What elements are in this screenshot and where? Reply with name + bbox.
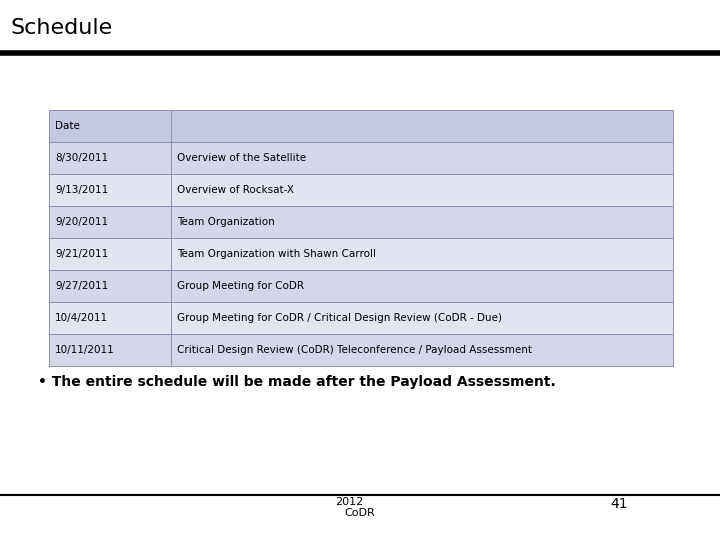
Bar: [49, 174, 171, 206]
Bar: [49, 334, 171, 366]
Text: 10/4/2011: 10/4/2011: [55, 313, 108, 323]
Bar: [49, 302, 171, 334]
Text: 2012: 2012: [335, 497, 364, 507]
Text: Overview of Rocksat-X: Overview of Rocksat-X: [176, 185, 294, 195]
Bar: [171, 270, 673, 302]
Text: Team Organization: Team Organization: [176, 217, 274, 227]
Bar: [171, 206, 673, 238]
Bar: [171, 142, 673, 174]
Bar: [171, 110, 673, 142]
Text: Team Organization with Shawn Carroll: Team Organization with Shawn Carroll: [176, 249, 376, 259]
Text: 9/21/2011: 9/21/2011: [55, 249, 108, 259]
Bar: [49, 238, 171, 270]
Bar: [49, 206, 171, 238]
Text: 9/27/2011: 9/27/2011: [55, 281, 108, 291]
Text: • The entire schedule will be made after the Payload Assessment.: • The entire schedule will be made after…: [38, 375, 556, 389]
Text: Overview of the Satellite: Overview of the Satellite: [176, 153, 306, 163]
Bar: [49, 110, 171, 142]
Bar: [171, 174, 673, 206]
Bar: [49, 142, 171, 174]
Bar: [171, 238, 673, 270]
Text: Date: Date: [55, 121, 80, 131]
Bar: [49, 270, 171, 302]
Text: Group Meeting for CoDR / Critical Design Review (CoDR - Due): Group Meeting for CoDR / Critical Design…: [176, 313, 502, 323]
Text: 8/30/2011: 8/30/2011: [55, 153, 108, 163]
Text: 41: 41: [610, 497, 628, 511]
Text: Schedule: Schedule: [10, 18, 112, 38]
Text: 9/13/2011: 9/13/2011: [55, 185, 108, 195]
Text: 9/20/2011: 9/20/2011: [55, 217, 108, 227]
Text: 10/11/2011: 10/11/2011: [55, 345, 114, 355]
Bar: [171, 334, 673, 366]
Bar: [171, 302, 673, 334]
Text: Group Meeting for CoDR: Group Meeting for CoDR: [176, 281, 304, 291]
Text: CoDR: CoDR: [345, 508, 375, 518]
Text: Critical Design Review (CoDR) Teleconference / Payload Assessment: Critical Design Review (CoDR) Teleconfer…: [176, 345, 531, 355]
